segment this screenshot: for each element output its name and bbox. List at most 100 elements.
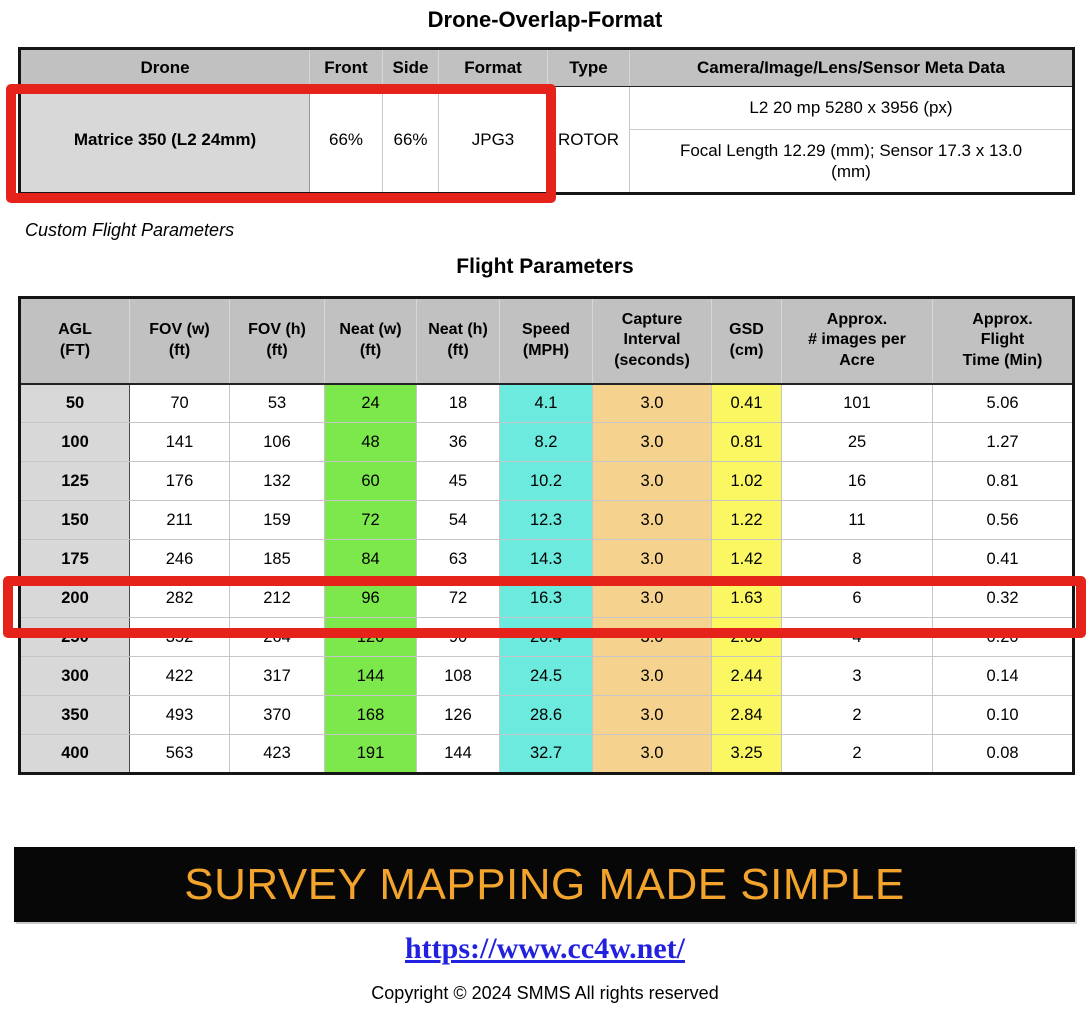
flight-cell: 11 bbox=[781, 500, 933, 540]
fov-h-header: FOV (h) (ft) bbox=[229, 297, 325, 385]
flight-cell: 1.27 bbox=[932, 422, 1074, 462]
agl-cell: 250 bbox=[19, 617, 130, 657]
flight-cell: 422 bbox=[129, 656, 230, 696]
flight-cell: 0.81 bbox=[711, 422, 782, 462]
flight-cell: 0.56 bbox=[932, 500, 1074, 540]
flight-cell: 12.3 bbox=[499, 500, 593, 540]
flight-cell: 264 bbox=[229, 617, 325, 657]
agl-cell: 400 bbox=[19, 734, 130, 774]
flight-cell: 0.32 bbox=[932, 578, 1074, 618]
flight-cell: 101 bbox=[781, 383, 933, 423]
format-col-header: Format bbox=[438, 48, 548, 87]
speed-header: Speed (MPH) bbox=[499, 297, 593, 385]
flight-cell: 8 bbox=[781, 539, 933, 579]
flight-cell: 14.3 bbox=[499, 539, 593, 579]
flight-cell: 246 bbox=[129, 539, 230, 579]
flight-cell: 0.14 bbox=[932, 656, 1074, 696]
flight-cell: 108 bbox=[416, 656, 500, 696]
flight-cell: 3.0 bbox=[592, 578, 712, 618]
flight-cell: 84 bbox=[324, 539, 417, 579]
flight-cell: 3.0 bbox=[592, 734, 712, 774]
agl-header: AGL (FT) bbox=[19, 297, 130, 385]
flight-cell: 352 bbox=[129, 617, 230, 657]
flight-cell: 25 bbox=[781, 422, 933, 462]
flight-row-250: 250 352 264 120 90 20.4 3.0 2.03 4 0.20 bbox=[19, 617, 1074, 657]
images-per-acre-header: Approx. # images per Acre bbox=[781, 297, 933, 385]
page-title: Drone-Overlap-Format bbox=[427, 7, 663, 32]
flight-cell: 370 bbox=[229, 695, 325, 735]
neat-h-header: Neat (h) (ft) bbox=[416, 297, 500, 385]
side-col-header: Side bbox=[382, 48, 439, 87]
flight-row-175: 175 246 185 84 63 14.3 3.0 1.42 8 0.41 bbox=[19, 539, 1074, 579]
flight-cell: 45 bbox=[416, 461, 500, 501]
flight-cell: 423 bbox=[229, 734, 325, 774]
gsd-header: GSD (cm) bbox=[711, 297, 782, 385]
flight-cell: 191 bbox=[324, 734, 417, 774]
flight-cell: 28.6 bbox=[499, 695, 593, 735]
meta-col-header: Camera/Image/Lens/Sensor Meta Data bbox=[629, 48, 1074, 87]
flight-cell: 5.06 bbox=[932, 383, 1074, 423]
agl-cell: 300 bbox=[19, 656, 130, 696]
flight-row-100: 100 141 106 48 36 8.2 3.0 0.81 25 1.27 bbox=[19, 422, 1074, 462]
flight-cell: 1.02 bbox=[711, 461, 782, 501]
site-link[interactable]: https://www.cc4w.net/ bbox=[405, 932, 685, 965]
flight-parameters-table: AGL (FT) FOV (w) (ft) FOV (h) (ft) Neat … bbox=[18, 296, 1075, 775]
agl-cell: 50 bbox=[19, 383, 130, 423]
flight-cell: 211 bbox=[129, 500, 230, 540]
flight-cell: 18 bbox=[416, 383, 500, 423]
flight-cell: 6 bbox=[781, 578, 933, 618]
drone-table-header-row: Drone Front Side Format Type Camera/Imag… bbox=[19, 48, 1074, 87]
flight-cell: 3.0 bbox=[592, 500, 712, 540]
custom-flight-parameters-note: Custom Flight Parameters bbox=[25, 220, 235, 240]
flight-cell: 8.2 bbox=[499, 422, 593, 462]
flight-cell: 3.0 bbox=[592, 617, 712, 657]
drone-name-cell: Matrice 350 (L2 24mm) bbox=[19, 86, 310, 194]
agl-cell: 350 bbox=[19, 695, 130, 735]
camera-meta-cell-1: L2 20 mp 5280 x 3956 (px) bbox=[629, 86, 1074, 130]
flight-row-300: 300 422 317 144 108 24.5 3.0 2.44 3 0.14 bbox=[19, 656, 1074, 696]
flight-cell: 126 bbox=[416, 695, 500, 735]
drone-col-header: Drone bbox=[19, 48, 310, 87]
flight-cell: 10.2 bbox=[499, 461, 593, 501]
flight-cell: 2.03 bbox=[711, 617, 782, 657]
flight-cell: 493 bbox=[129, 695, 230, 735]
flight-cell: 0.41 bbox=[711, 383, 782, 423]
agl-cell: 100 bbox=[19, 422, 130, 462]
flight-cell: 4 bbox=[781, 617, 933, 657]
flight-cell: 32.7 bbox=[499, 734, 593, 774]
flight-parameters-title: Flight Parameters bbox=[456, 255, 634, 278]
flight-time-header: Approx. Flight Time (Min) bbox=[932, 297, 1074, 385]
flight-cell: 0.20 bbox=[932, 617, 1074, 657]
neat-w-header: Neat (w) (ft) bbox=[324, 297, 417, 385]
flight-cell: 212 bbox=[229, 578, 325, 618]
flight-cell: 36 bbox=[416, 422, 500, 462]
flight-cell: 53 bbox=[229, 383, 325, 423]
flight-row-50: 50 70 53 24 18 4.1 3.0 0.41 101 5.06 bbox=[19, 383, 1074, 423]
flight-cell: 185 bbox=[229, 539, 325, 579]
flight-cell: 2.84 bbox=[711, 695, 782, 735]
agl-cell: 200 bbox=[19, 578, 130, 618]
side-overlap-cell: 66% bbox=[382, 86, 439, 194]
flight-cell: 1.22 bbox=[711, 500, 782, 540]
flight-cell: 132 bbox=[229, 461, 325, 501]
drone-table-data-row-2: Focal Length 12.29 (mm); Sensor 17.3 x 1… bbox=[20, 129, 1074, 194]
flight-cell: 176 bbox=[129, 461, 230, 501]
flight-cell: 72 bbox=[324, 500, 417, 540]
front-col-header: Front bbox=[309, 48, 383, 87]
capture-interval-header: Capture Interval (seconds) bbox=[592, 297, 712, 385]
flight-cell: 0.10 bbox=[932, 695, 1074, 735]
site-link-row: https://www.cc4w.net/ bbox=[0, 932, 1090, 966]
flight-cell: 24.5 bbox=[499, 656, 593, 696]
agl-cell: 150 bbox=[19, 500, 130, 540]
drone-table-data-row: Matrice 350 (L2 24mm) 66% 66% JPG3 ROTOR… bbox=[19, 86, 1074, 194]
flight-cell: 16.3 bbox=[499, 578, 593, 618]
flight-cell: 90 bbox=[416, 617, 500, 657]
flight-cell: 120 bbox=[324, 617, 417, 657]
flight-cell: 2 bbox=[781, 695, 933, 735]
flight-cell: 3 bbox=[781, 656, 933, 696]
flight-cell: 0.08 bbox=[932, 734, 1074, 774]
front-overlap-cell: 66% bbox=[309, 86, 383, 194]
flight-cell: 2.44 bbox=[711, 656, 782, 696]
flight-cell: 16 bbox=[781, 461, 933, 501]
flight-cell: 0.81 bbox=[932, 461, 1074, 501]
